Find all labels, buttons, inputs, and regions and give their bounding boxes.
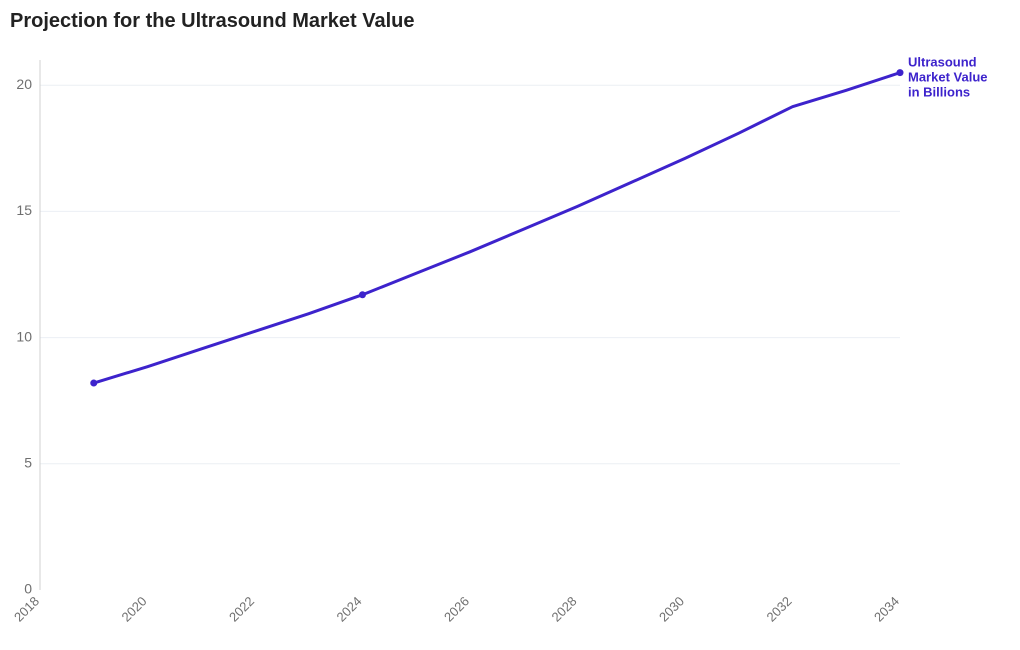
series-point — [359, 291, 366, 298]
x-tick-label: 2018 — [11, 594, 42, 625]
x-tick-label: 2034 — [871, 594, 902, 625]
x-tick-label: 2024 — [334, 594, 365, 625]
y-tick-label: 15 — [16, 202, 32, 218]
y-tick-label: 10 — [16, 328, 32, 344]
x-tick-label: 2020 — [119, 594, 150, 625]
x-tick-label: 2030 — [656, 594, 687, 625]
x-tick-label: 2022 — [226, 594, 257, 625]
chart-svg: 0510152020182020202220242026202820302032… — [0, 0, 1020, 650]
y-tick-label: 5 — [24, 455, 32, 471]
series-line — [94, 73, 900, 383]
x-tick-label: 2028 — [549, 594, 580, 625]
series-point — [897, 69, 904, 76]
x-tick-label: 2026 — [441, 594, 472, 625]
chart-container: 0510152020182020202220242026202820302032… — [0, 0, 1020, 650]
series-point — [90, 380, 97, 387]
x-tick-label: 2032 — [764, 594, 795, 625]
y-tick-label: 20 — [16, 76, 32, 92]
series-label: UltrasoundMarket Valuein Billions — [908, 55, 988, 100]
